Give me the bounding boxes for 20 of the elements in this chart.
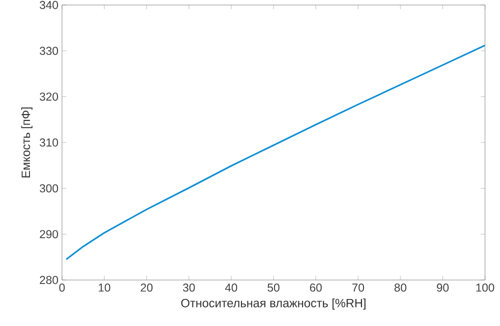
x-tick-label: 60 bbox=[310, 284, 322, 292]
y-tick-label: 330 bbox=[40, 46, 58, 55]
y-axis-title: Емкость [пФ] bbox=[21, 107, 32, 178]
y-tick-label: 300 bbox=[40, 184, 58, 192]
x-tick-label: 0 bbox=[59, 284, 65, 292]
x-tick-label: 90 bbox=[436, 284, 449, 292]
x-tick-label: 40 bbox=[225, 284, 238, 292]
x-tick-label: 30 bbox=[182, 284, 195, 292]
y-tick-label: 320 bbox=[40, 92, 58, 101]
y-tick-label: 340 bbox=[40, 0, 58, 10]
x-tick-label: 10 bbox=[98, 284, 110, 292]
x-tick-label: 50 bbox=[268, 284, 280, 292]
x-tick-label: 70 bbox=[352, 284, 364, 292]
x-tick-label: 20 bbox=[140, 284, 153, 292]
y-tick-label: 290 bbox=[40, 230, 58, 238]
x-tick-label: 100 bbox=[476, 284, 494, 292]
x-axis-title: Относительная влажность [%RH] bbox=[181, 298, 366, 310]
y-tick-label: 280 bbox=[40, 276, 58, 284]
y-tick-label: 310 bbox=[40, 138, 58, 147]
x-tick-label: 80 bbox=[394, 284, 406, 292]
